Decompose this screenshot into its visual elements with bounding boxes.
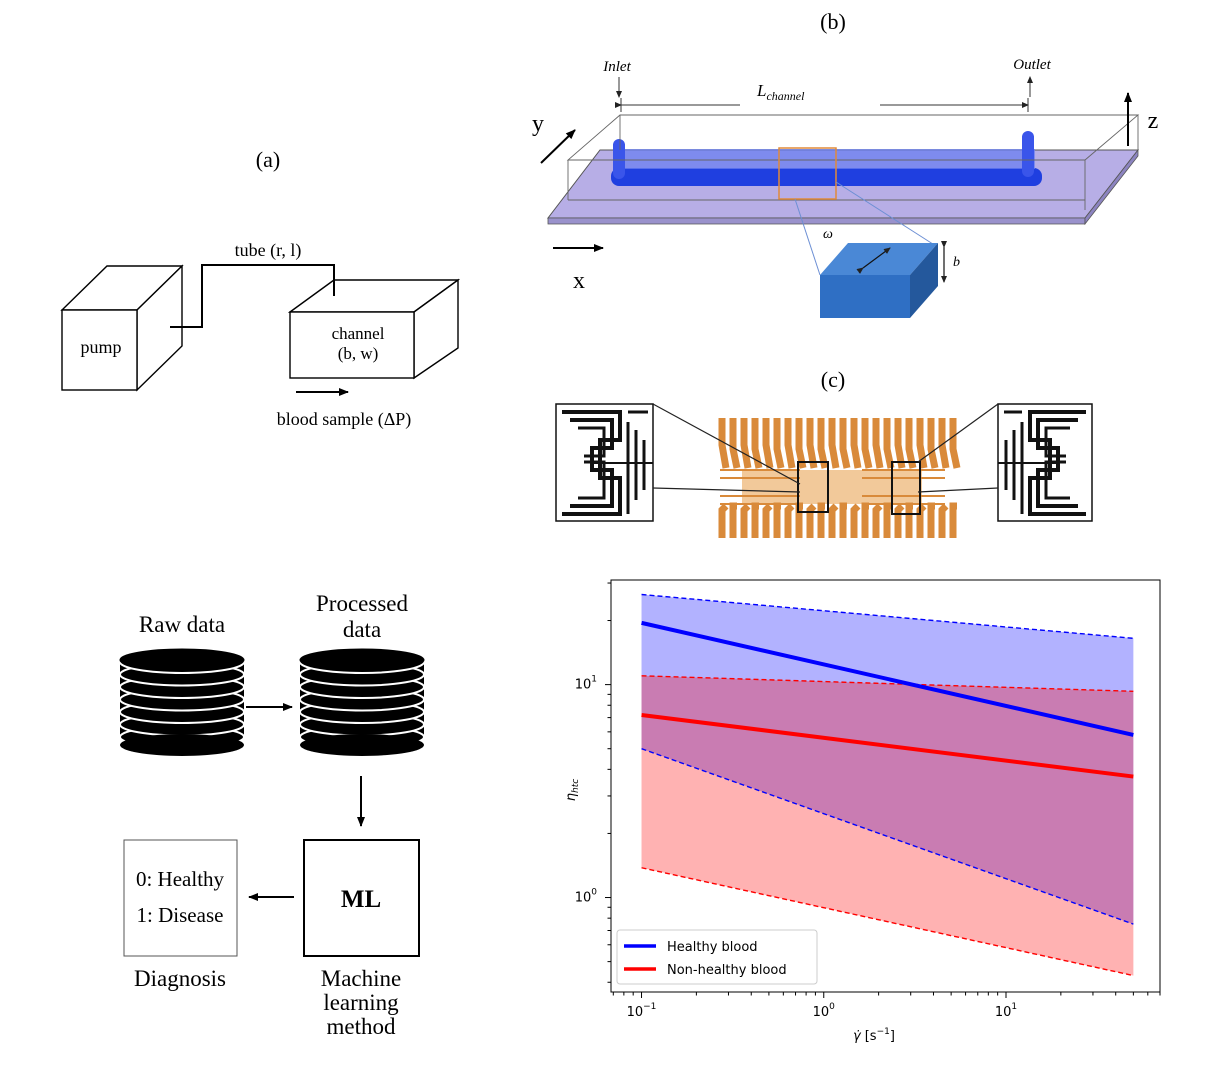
blood-sample-label: blood sample (ΔP) [277,409,412,430]
processed-data-database-icon [299,648,425,756]
electrode-chip [718,418,961,538]
processed-label-1: Processed [316,591,408,616]
raw-data-label: Raw data [139,612,225,637]
channel-block-front [820,275,910,318]
outlet-port [1022,131,1034,177]
legend-label-nonhealthy: Non-healthy blood [667,963,787,978]
outlet-label: Outlet [1013,57,1051,73]
plot-area-frame [610,579,1161,993]
diagnosis-box [123,839,238,957]
upper-bound-nonhealthy [641,675,1134,693]
tube-label: tube (r, l) [235,240,302,261]
axis-z-label: z [1148,108,1159,134]
x-tick-label: 10−1 [627,1002,657,1020]
blue-channel [611,168,1042,186]
omega-label: ω [823,227,833,242]
lower-bound-nonhealthy [641,867,1134,977]
inlet-label: Inlet [602,59,631,75]
panel-a-label: (a) [256,147,280,172]
chart-legend: Healthy blood Non-healthy blood [616,929,818,985]
pump-label: pump [80,337,121,357]
y-tick-label: 101 [575,675,597,693]
x-tick-label: 100 [813,1002,836,1020]
channel-params: (b, w) [338,344,379,363]
legend-box [616,929,818,985]
x-tick-label: 101 [995,1002,1017,1020]
axis-y-label: y [532,111,544,137]
lower-bound-healthy [641,748,1134,925]
mean-line-nonhealthy [641,713,1134,779]
electrode-inset-right [997,403,1093,522]
raw-data-database-icon [119,648,245,756]
tube-line [170,264,335,328]
band-healthy [641,594,1134,925]
disease-class-label: 1: Disease [137,903,224,927]
legend-label-healthy: Healthy blood [667,940,758,955]
blue-channel-shade [625,149,1035,169]
channel-box [287,278,461,380]
zoom-line-right [835,181,937,247]
glass-plate-side [1084,148,1139,226]
method-label-1: Machine [321,966,401,991]
x-axis-label: γ̇ [s−1] [853,1027,895,1044]
electrode-inset-left [555,403,654,522]
ml-pipeline: Raw data Processed data ML 0: Healthy 1:… [119,591,425,1039]
y-axis-arrow [540,129,576,164]
diagnosis-label: Diagnosis [134,966,226,991]
y-tick-label: 100 [575,888,598,906]
method-label-3: method [327,1014,396,1039]
b-label: b [953,255,960,270]
inlet-port [613,139,625,179]
channel-block-side [910,243,938,318]
length-label: Lchannel [756,81,805,103]
method-label-2: learning [323,990,399,1015]
ml-box [303,839,420,957]
channel-label: channel [332,324,385,343]
processed-label-2: data [343,617,381,642]
band-nonhealthy [641,675,1134,976]
ml-label: ML [341,886,381,913]
pump-box [60,264,184,392]
chip-zoom-left [797,461,829,513]
viscosity-chart: 10−1 100 101 100 101 γ̇ [s−1] ηhtc Healthy bl… [564,579,1161,1044]
panel-c-label: (c) [821,367,845,392]
chip-zoom-right [891,461,921,515]
zoom-line-left [794,198,821,276]
mean-line-healthy [641,620,1134,737]
y-axis-label: ηhtc [564,779,581,801]
axis-x-label: x [573,268,585,294]
healthy-class-label: 0: Healthy [136,867,225,891]
width-arrow [856,247,891,274]
panel-a: (a) pump channel (b, w) tube (r, l) bloo… [60,147,461,430]
glass-plate-edge [547,217,1086,225]
panel-c: (c) [555,367,1093,538]
pdms-box [566,114,1140,210]
panel-b: (b) ω b Inlet Outlet [532,9,1158,318]
upper-bound-healthy [641,593,1134,640]
zoom-box [778,147,837,200]
panel-b-label: (b) [820,9,846,34]
